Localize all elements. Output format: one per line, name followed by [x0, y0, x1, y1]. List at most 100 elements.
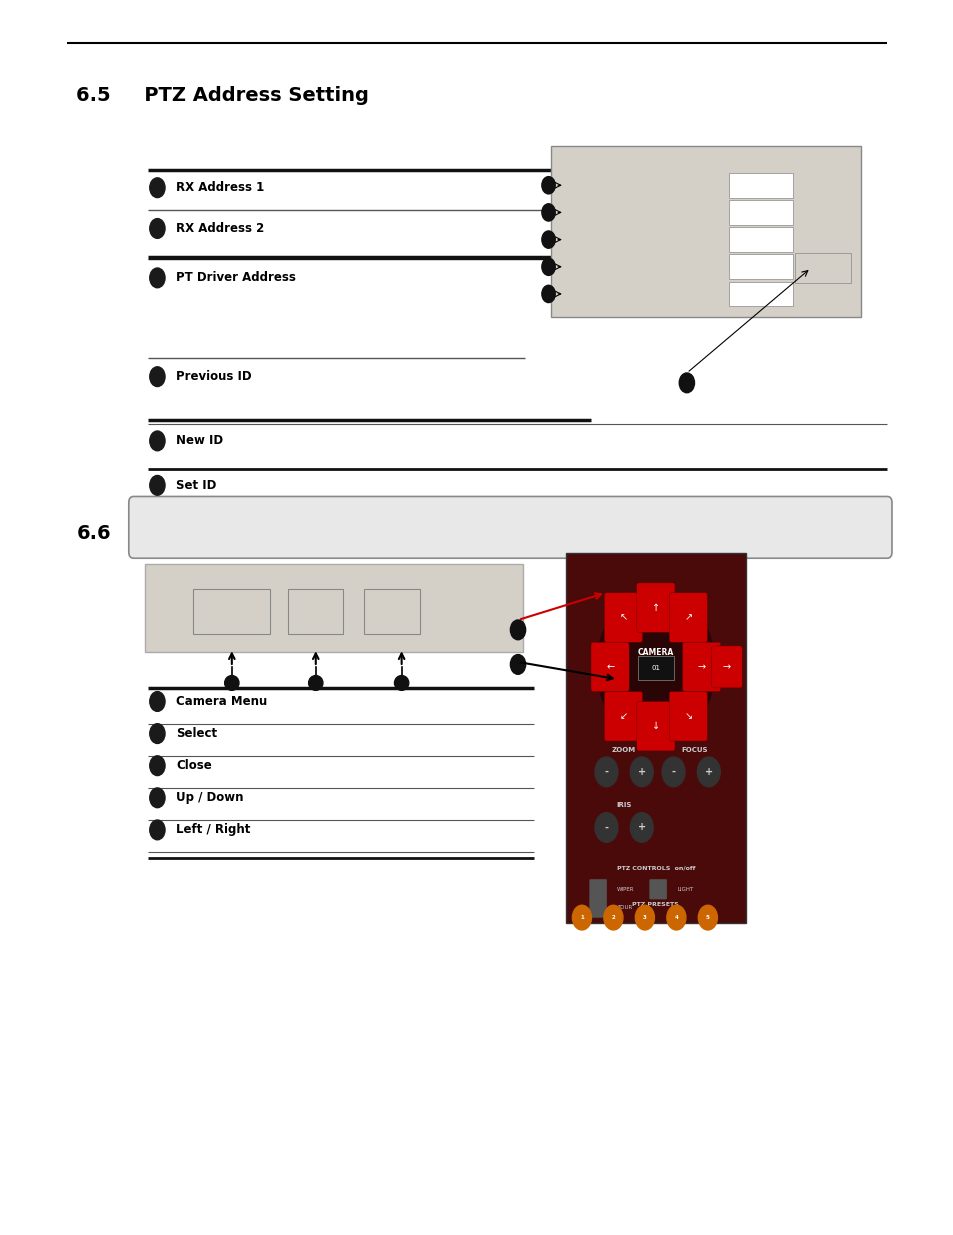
Text: New ID: New ID	[176, 435, 223, 447]
Text: 1: 1	[732, 237, 736, 242]
Text: ↓: ↓	[651, 721, 659, 731]
Text: +: +	[637, 823, 645, 832]
Circle shape	[541, 285, 555, 303]
Text: Select: Select	[300, 606, 331, 616]
FancyBboxPatch shape	[728, 200, 792, 225]
Text: 1: 1	[579, 915, 583, 920]
Text: PTZ CONTROLS  on/off: PTZ CONTROLS on/off	[616, 866, 695, 871]
Circle shape	[150, 431, 165, 451]
Text: ↖: ↖	[618, 613, 627, 622]
Circle shape	[630, 813, 653, 842]
Circle shape	[698, 905, 717, 930]
Ellipse shape	[395, 676, 408, 690]
FancyBboxPatch shape	[668, 692, 707, 741]
FancyBboxPatch shape	[682, 642, 720, 692]
Text: WIPER: WIPER	[617, 887, 634, 892]
Circle shape	[595, 757, 618, 787]
Text: Address Setting: Address Setting	[562, 161, 623, 169]
Text: 3: 3	[642, 915, 646, 920]
Text: PT Driver Address: PT Driver Address	[176, 272, 296, 284]
Ellipse shape	[309, 676, 322, 690]
Text: Set ID: Set ID	[176, 479, 216, 492]
Circle shape	[661, 757, 684, 787]
Circle shape	[595, 813, 618, 842]
Circle shape	[510, 655, 525, 674]
Circle shape	[666, 905, 685, 930]
FancyBboxPatch shape	[145, 564, 522, 652]
Text: -: -	[671, 767, 675, 777]
Text: ↘: ↘	[683, 711, 692, 721]
Text: RX Address 1 :: RX Address 1 :	[564, 183, 610, 188]
Text: Close: Close	[176, 760, 212, 772]
FancyBboxPatch shape	[649, 879, 666, 899]
Circle shape	[150, 756, 165, 776]
FancyBboxPatch shape	[364, 589, 419, 634]
FancyBboxPatch shape	[604, 692, 641, 741]
Text: FOCUS: FOCUS	[680, 747, 707, 752]
Text: ↙: ↙	[618, 711, 627, 721]
Circle shape	[630, 757, 653, 787]
Circle shape	[541, 177, 555, 194]
Text: 4: 4	[674, 915, 678, 920]
Text: Camera Menu: Camera Menu	[176, 695, 268, 708]
FancyBboxPatch shape	[589, 879, 606, 899]
Circle shape	[541, 258, 555, 275]
FancyBboxPatch shape	[288, 589, 343, 634]
Text: Close: Close	[378, 606, 405, 616]
FancyBboxPatch shape	[589, 898, 606, 918]
Text: TOUR: TOUR	[617, 905, 632, 910]
Ellipse shape	[225, 676, 238, 690]
Text: Left / Right: Left / Right	[176, 824, 251, 836]
Text: New ID :: New ID :	[564, 291, 591, 296]
Text: ↗: ↗	[683, 613, 692, 622]
Circle shape	[150, 820, 165, 840]
Circle shape	[603, 905, 622, 930]
FancyBboxPatch shape	[728, 173, 792, 198]
Circle shape	[150, 367, 165, 387]
Text: + MOVE: + MOVE	[572, 568, 603, 574]
Text: Up / Down: Up / Down	[176, 792, 244, 804]
Text: Previous ID :: Previous ID :	[564, 264, 603, 269]
Text: -: -	[604, 767, 608, 777]
FancyBboxPatch shape	[637, 656, 673, 680]
Text: RX Address 1: RX Address 1	[176, 182, 265, 194]
FancyBboxPatch shape	[794, 253, 850, 283]
Text: +: +	[637, 767, 645, 777]
Text: Accessing PTZ Menu’s: Accessing PTZ Menu’s	[181, 517, 424, 537]
Circle shape	[541, 231, 555, 248]
FancyBboxPatch shape	[728, 282, 792, 306]
Circle shape	[150, 178, 165, 198]
Text: 5: 5	[705, 915, 709, 920]
Circle shape	[150, 475, 165, 495]
Text: Set ID: Set ID	[813, 266, 831, 270]
Circle shape	[679, 373, 694, 393]
Circle shape	[572, 905, 591, 930]
FancyBboxPatch shape	[728, 227, 792, 252]
Text: 6.6: 6.6	[76, 524, 111, 543]
Circle shape	[150, 219, 165, 238]
Text: ↑: ↑	[651, 603, 659, 613]
Text: Select: Select	[176, 727, 217, 740]
Circle shape	[150, 724, 165, 743]
FancyBboxPatch shape	[711, 646, 741, 688]
FancyBboxPatch shape	[637, 583, 674, 632]
Text: ZOOM: ZOOM	[612, 747, 636, 752]
Text: CAMERA: CAMERA	[638, 647, 673, 657]
Circle shape	[150, 692, 165, 711]
Circle shape	[697, 757, 720, 787]
Text: -: -	[604, 823, 608, 832]
Text: 01: 01	[732, 183, 740, 188]
Text: 2: 2	[611, 915, 615, 920]
Text: PTZ PRESETS: PTZ PRESETS	[632, 902, 679, 906]
Circle shape	[635, 905, 654, 930]
Text: ←: ←	[605, 662, 614, 672]
FancyBboxPatch shape	[551, 146, 860, 317]
Text: LIGHT: LIGHT	[677, 887, 693, 892]
Circle shape	[150, 268, 165, 288]
Text: 00: 00	[732, 210, 740, 215]
Circle shape	[150, 788, 165, 808]
FancyBboxPatch shape	[668, 593, 707, 642]
Text: Camera Menu: Camera Menu	[197, 606, 265, 616]
Text: IRIS: IRIS	[616, 803, 631, 808]
Text: RX Address 2 :: RX Address 2 :	[564, 210, 610, 215]
